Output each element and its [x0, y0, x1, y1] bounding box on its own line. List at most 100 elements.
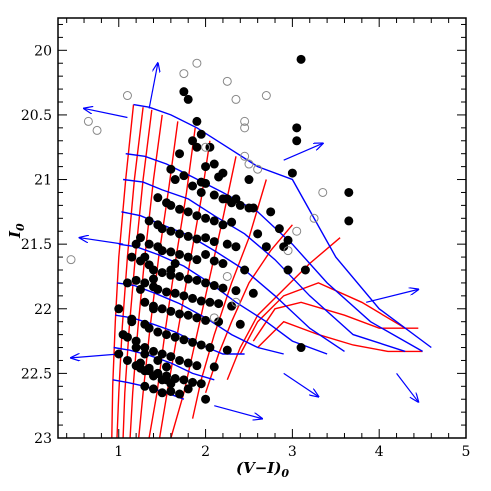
- data-point-filled: [196, 340, 206, 350]
- reddening-arrow: [71, 354, 119, 358]
- data-point-filled: [135, 233, 145, 243]
- data-point-filled: [231, 286, 241, 296]
- data-point-open: [240, 123, 250, 133]
- data-point-filled: [196, 177, 206, 187]
- data-point-filled: [196, 379, 206, 389]
- reddening-arrow: [148, 63, 158, 109]
- data-point-filled: [192, 234, 202, 244]
- data-point-filled: [157, 304, 167, 314]
- data-point-filled: [118, 330, 128, 340]
- data-point-filled: [201, 213, 211, 223]
- reddening-arrow: [214, 405, 262, 419]
- data-point-filled: [122, 355, 132, 365]
- data-point-filled: [175, 229, 185, 239]
- data-point-filled: [170, 288, 180, 298]
- data-point-filled: [188, 337, 198, 347]
- x-tick-label: 4: [375, 444, 384, 460]
- data-point-filled: [218, 283, 228, 293]
- data-point-filled: [201, 233, 211, 243]
- data-point-filled: [344, 216, 354, 226]
- data-point-filled: [166, 352, 176, 362]
- data-point-filled: [122, 278, 132, 288]
- isochrone-line: [239, 282, 406, 355]
- y-tick-label: 22: [34, 302, 52, 318]
- data-point-filled: [231, 194, 241, 204]
- y-tick-label: 22.5: [21, 366, 52, 382]
- data-point-filled: [157, 268, 167, 278]
- y-tick-label: 20: [34, 43, 52, 59]
- y-tick-label: 21: [34, 173, 52, 189]
- reddening-arrow: [283, 372, 319, 396]
- data-point-filled: [135, 358, 145, 368]
- data-point-filled: [140, 297, 150, 307]
- data-point-filled: [114, 304, 124, 314]
- plot-area: [66, 54, 432, 439]
- data-point-filled: [344, 187, 354, 197]
- data-point-open: [253, 164, 263, 174]
- data-point-open: [261, 91, 271, 101]
- data-point-filled: [209, 281, 219, 291]
- data-point-filled: [218, 259, 228, 269]
- data-point-filled: [222, 345, 232, 355]
- reddening-arrow: [80, 238, 124, 245]
- x-tick-label: 5: [462, 444, 471, 460]
- data-point-open: [231, 94, 241, 104]
- data-point-filled: [222, 239, 232, 249]
- x-tick-label: 1: [114, 444, 123, 460]
- data-point-filled: [214, 299, 224, 309]
- data-point-filled: [235, 319, 245, 329]
- data-point-filled: [131, 239, 141, 249]
- y-tick-label: 23: [34, 431, 52, 447]
- data-point-filled: [201, 249, 211, 259]
- x-tick-label: 2: [201, 444, 210, 460]
- data-point-filled: [148, 304, 158, 314]
- data-point-filled: [140, 252, 150, 262]
- data-point-filled: [179, 171, 189, 181]
- data-point-open: [66, 255, 76, 265]
- data-point-filled: [183, 384, 193, 394]
- data-point-filled: [201, 278, 211, 288]
- reddening-arrow: [283, 143, 323, 161]
- data-point-filled: [175, 149, 185, 159]
- data-point-filled: [153, 355, 163, 365]
- data-point-filled: [201, 394, 211, 404]
- data-point-filled: [157, 349, 167, 359]
- data-point-filled: [296, 343, 306, 353]
- data-point-filled: [192, 275, 202, 285]
- data-point-filled: [153, 368, 163, 378]
- data-point-filled: [192, 255, 202, 265]
- data-point-filled: [166, 306, 176, 316]
- data-point-filled: [188, 181, 198, 191]
- data-point-filled: [296, 54, 306, 64]
- data-point-filled: [179, 87, 189, 97]
- data-point-filled: [127, 252, 137, 262]
- data-point-filled: [261, 242, 271, 252]
- data-point-filled: [175, 309, 185, 319]
- data-point-open: [179, 69, 189, 79]
- data-point-filled: [179, 291, 189, 301]
- data-point-filled: [153, 193, 163, 203]
- data-point-filled: [209, 159, 219, 169]
- data-point-filled: [162, 287, 172, 297]
- data-point-filled: [253, 229, 263, 239]
- data-point-filled: [170, 332, 180, 342]
- data-point-filled: [192, 361, 202, 371]
- data-point-open: [222, 271, 232, 281]
- data-point-filled: [153, 284, 163, 294]
- data-point-filled: [140, 381, 150, 391]
- data-point-filled: [188, 136, 198, 146]
- data-point-open: [283, 246, 293, 256]
- isochrone-line: [111, 104, 135, 439]
- data-point-filled: [144, 363, 154, 373]
- data-point-filled: [166, 247, 176, 257]
- data-point-open: [292, 226, 302, 236]
- data-point-filled: [162, 375, 172, 385]
- plot-frame: [57, 17, 467, 439]
- data-point-filled: [201, 162, 211, 172]
- data-point-filled: [244, 175, 254, 185]
- data-point-filled: [196, 129, 206, 139]
- data-point-filled: [201, 315, 211, 325]
- data-point-filled: [166, 226, 176, 236]
- data-point-filled: [148, 346, 158, 356]
